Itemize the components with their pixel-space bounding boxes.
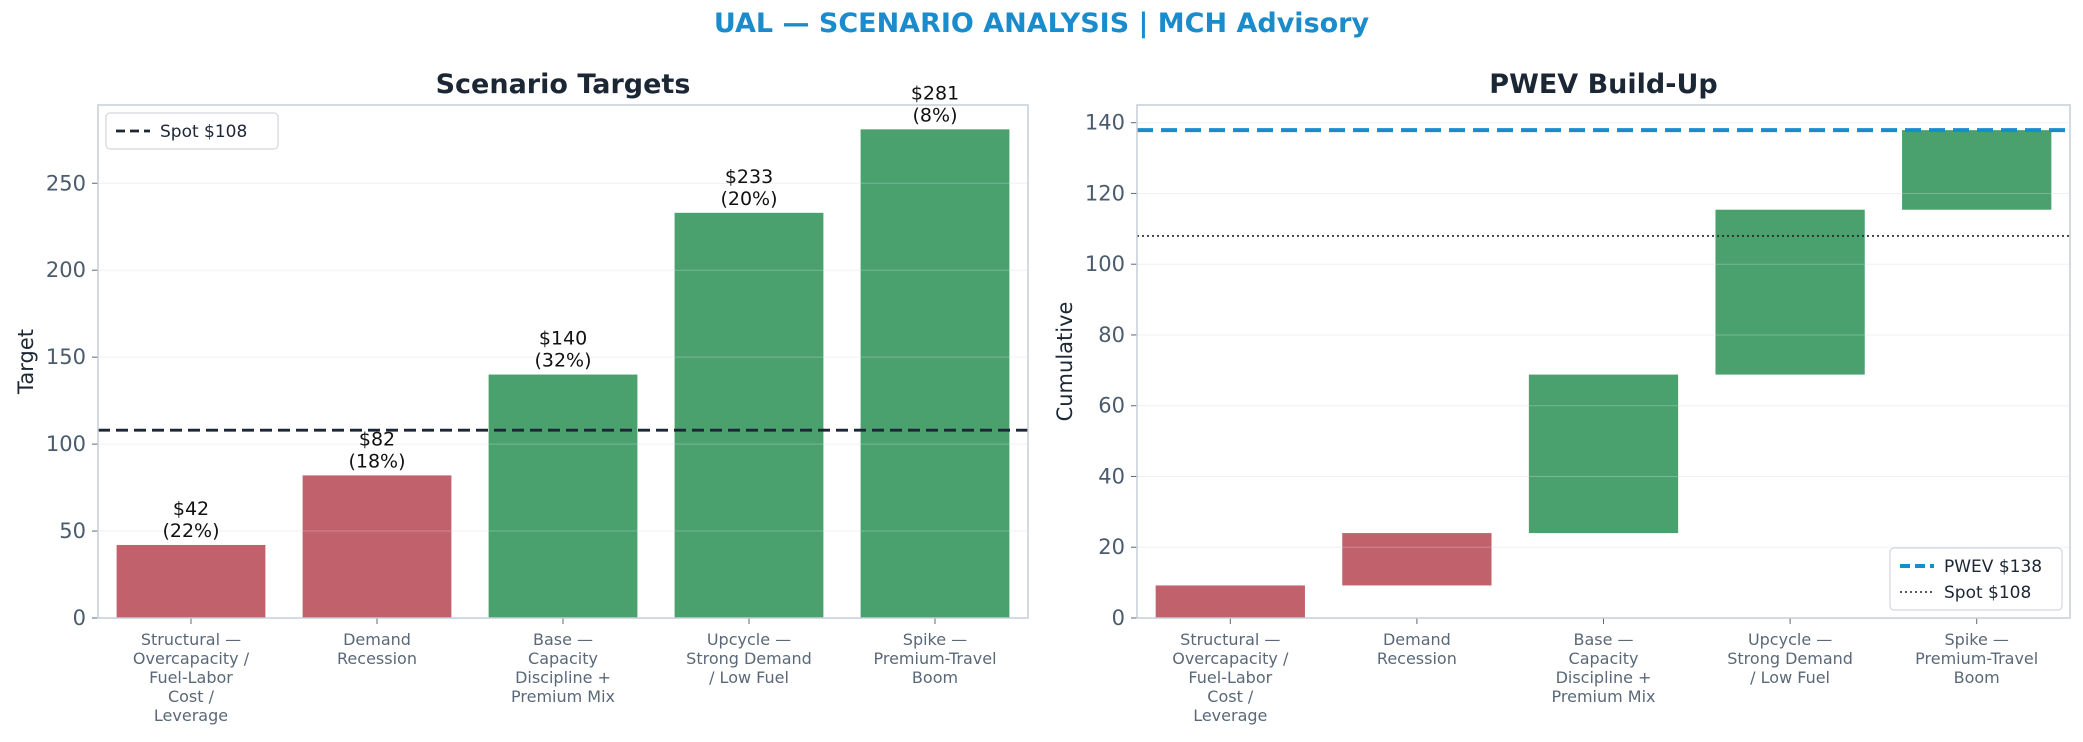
pwev-bar xyxy=(1342,533,1492,586)
targets-xtick-label: Capacity xyxy=(528,649,598,668)
pwev-xtick-label: Base — xyxy=(1573,630,1633,649)
pwev-xtick-label: Leverage xyxy=(1193,706,1267,725)
targets-xtick-label: Boom xyxy=(912,668,958,687)
targets-xtick-label: Overcapacity / xyxy=(133,649,250,668)
pwev-xtick-label: Discipline + xyxy=(1556,668,1652,687)
targets-xtick-label: Spike — xyxy=(903,630,967,649)
targets-xtick-label: Recession xyxy=(337,649,417,668)
pwev-axes-frame xyxy=(1136,104,2071,619)
targets-xtick-label: Fuel-Labor xyxy=(149,668,233,687)
targets-bar xyxy=(860,129,1010,618)
targets-data-label: (18%) xyxy=(348,450,405,472)
pwev-ytick-label: 80 xyxy=(1098,323,1125,347)
targets-xtick-label: Base — xyxy=(533,630,593,649)
pwev-ytick-label: 0 xyxy=(1112,606,1125,630)
pwev-xtick-label: Overcapacity / xyxy=(1172,649,1289,668)
figure-title: UAL — SCENARIO ANALYSIS | MCH Advisory xyxy=(713,8,1370,39)
targets-bar xyxy=(488,374,638,618)
scenario-targets-chart: Scenario Targets Target $42(22%) Structural… xyxy=(14,69,1029,725)
targets-ytick-label: 0 xyxy=(73,606,86,630)
pwev-legend-label: PWEV $138 xyxy=(1944,557,2042,577)
pwev-xtick-label: Capacity xyxy=(1569,649,1639,668)
targets-data-label: $42 xyxy=(173,498,209,520)
targets-title: Scenario Targets xyxy=(436,69,691,100)
pwev-xtick-label: Cost / xyxy=(1207,687,1254,706)
pwev-bar xyxy=(1155,585,1305,618)
pwev-ytick-label: 60 xyxy=(1098,394,1125,418)
pwev-ytick-label: 120 xyxy=(1085,181,1125,205)
targets-xtick-label: Premium-Travel xyxy=(873,649,996,668)
targets-legend: Spot $108 xyxy=(105,112,279,150)
targets-bar xyxy=(116,544,266,618)
pwev-ytick-label: 140 xyxy=(1085,111,1125,135)
targets-xtick-label: Upcycle — xyxy=(707,630,791,649)
targets-xtick-label: / Low Fuel xyxy=(709,668,789,687)
targets-xtick-label: Discipline + xyxy=(515,668,611,687)
targets-ytick-label: 50 xyxy=(59,519,86,543)
targets-data-label: (32%) xyxy=(534,350,591,372)
targets-xtick-label: Leverage xyxy=(154,706,228,725)
pwev-xtick-label: Premium-Travel xyxy=(1915,649,2038,668)
pwev-ytick-label: 40 xyxy=(1098,464,1125,488)
pwev-legend-label: Spot $108 xyxy=(1944,583,2031,603)
targets-ylabel: Target xyxy=(14,329,38,395)
pwev-xtick-label: Upcycle — xyxy=(1748,630,1832,649)
targets-bar xyxy=(674,212,824,618)
targets-data-label: (22%) xyxy=(162,520,219,542)
pwev-xtick-label: / Low Fuel xyxy=(1750,668,1830,687)
pwev-xtick-label: Premium Mix xyxy=(1552,687,1656,706)
pwev-xtick-label: Structural — xyxy=(1180,630,1280,649)
pwev-xtick-label: Strong Demand xyxy=(1727,649,1853,668)
pwev-xtick-label: Boom xyxy=(1954,668,2000,687)
targets-xtick-label: Strong Demand xyxy=(686,649,812,668)
targets-bar xyxy=(302,475,452,618)
targets-data-label: (20%) xyxy=(720,188,777,210)
pwev-xtick-label: Fuel-Labor xyxy=(1188,668,1272,687)
pwev-xtick-label: Demand xyxy=(1383,630,1451,649)
targets-data-label: $281 xyxy=(911,82,959,104)
pwev-title: PWEV Build-Up xyxy=(1489,69,1717,100)
targets-data-label: $82 xyxy=(359,428,395,450)
targets-legend-box xyxy=(105,112,279,150)
targets-ytick-label: 200 xyxy=(46,258,86,282)
targets-xtick-label: Cost / xyxy=(168,687,215,706)
pwev-bar xyxy=(1528,374,1679,534)
pwev-ytick-label: 100 xyxy=(1085,252,1125,276)
targets-data-label: $233 xyxy=(725,166,773,188)
targets-ytick-label: 150 xyxy=(46,345,86,369)
pwev-ytick-label: 20 xyxy=(1098,535,1125,559)
targets-data-label: $140 xyxy=(539,328,587,350)
pwev-xtick-label: Recession xyxy=(1377,649,1457,668)
pwev-bar xyxy=(1715,209,1865,375)
pwev-legend-box xyxy=(1889,547,2063,611)
targets-xtick-label: Premium Mix xyxy=(511,687,615,706)
pwev-legend: PWEV $138 Spot $108 xyxy=(1889,547,2063,611)
pwev-bar xyxy=(1902,130,2052,210)
targets-ytick-label: 100 xyxy=(46,432,86,456)
pwev-xtick-label: Spike — xyxy=(1945,630,2009,649)
pwev-buildup-chart: PWEV Build-Up Cumulative Structural —Overc… xyxy=(1053,69,2071,725)
targets-data-label: (8%) xyxy=(913,104,958,126)
targets-xtick-label: Demand xyxy=(343,630,411,649)
targets-legend-label: Spot $108 xyxy=(160,122,247,142)
targets-axes-frame xyxy=(97,104,1029,619)
targets-xtick-label: Structural — xyxy=(141,630,241,649)
pwev-ylabel: Cumulative xyxy=(1053,302,1077,422)
targets-ytick-label: 250 xyxy=(46,171,86,195)
